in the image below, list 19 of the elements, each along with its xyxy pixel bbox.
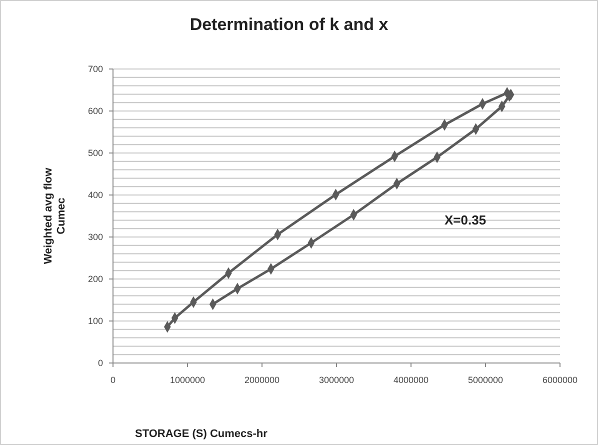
y-axis-title: Weighted avg flow Cumec — [42, 167, 68, 264]
x-tick-label: 3000000 — [318, 375, 354, 385]
y-tick-label: 400 — [88, 190, 103, 200]
y-tick-label: 300 — [88, 232, 103, 242]
x-axis-title: STORAGE (S) Cumecs-hr — [135, 428, 268, 440]
y-tick-label: 0 — [98, 358, 103, 368]
x-tick-label: 2000000 — [244, 375, 280, 385]
y-tick-label: 200 — [88, 274, 103, 284]
x-tick-label: 5000000 — [468, 375, 504, 385]
x-tick-label: 6000000 — [542, 375, 578, 385]
chart-title: Determination of k and x — [190, 15, 389, 34]
x-tick-label: 0 — [110, 375, 116, 385]
y-tick-label: 500 — [88, 148, 103, 158]
y-tick-label: 100 — [88, 316, 103, 326]
y-tick-label: 600 — [88, 106, 103, 116]
x-tick-label: 1000000 — [170, 375, 206, 385]
annotation: X=0.35 — [444, 212, 486, 228]
x-tick-label: 4000000 — [393, 375, 429, 385]
y-tick-label: 700 — [88, 64, 103, 74]
